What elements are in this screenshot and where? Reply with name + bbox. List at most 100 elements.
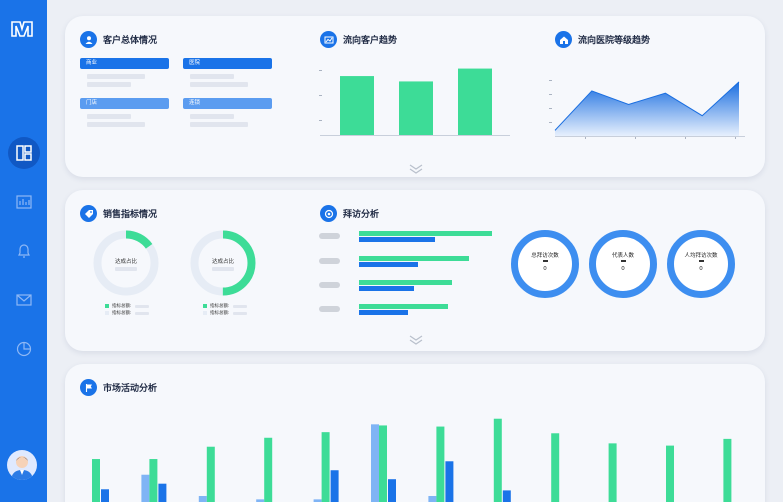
x-tick	[635, 137, 636, 139]
user-avatar-icon	[11, 456, 33, 480]
bar	[666, 445, 674, 502]
bar	[321, 432, 330, 502]
stat-label: 代表人数	[611, 253, 634, 259]
x-tick	[585, 137, 586, 139]
bar	[371, 424, 379, 502]
section-title-text: 流向医院等级趋势	[578, 36, 651, 46]
target-icon	[320, 205, 337, 222]
section-title-text: 市场活动分析	[103, 384, 158, 394]
placeholder-line	[87, 82, 131, 87]
bar	[359, 310, 409, 315]
y-tick	[549, 122, 552, 123]
bar	[359, 286, 414, 291]
placeholder-line	[87, 114, 131, 119]
bar	[551, 433, 560, 502]
placeholder-line	[190, 82, 248, 87]
visits-title: 拜访分析	[320, 205, 379, 222]
section-title-text: 拜访分析	[343, 210, 380, 220]
legend-swatch	[203, 311, 207, 315]
bar	[428, 496, 437, 502]
row-label-placeholder	[319, 306, 340, 312]
row-label-placeholder	[319, 282, 340, 288]
trend-icon	[320, 31, 337, 48]
area-line	[554, 81, 740, 131]
tag-icon	[80, 205, 97, 222]
bar	[340, 76, 374, 135]
legend-item: 指标总额:	[203, 303, 247, 309]
bar	[502, 490, 511, 502]
stat-value: 0	[621, 266, 625, 272]
sidebar-item-notifications[interactable]	[0, 231, 47, 271]
y-tick	[549, 108, 552, 109]
legend-item: 指标总额:	[105, 303, 149, 309]
bar	[458, 68, 492, 135]
avatar[interactable]	[7, 450, 37, 480]
stat-dash	[621, 260, 626, 262]
donut-label: 达成占比	[211, 259, 234, 265]
legend-item: 指标总额:	[105, 310, 149, 316]
stat-ring-total-visits	[511, 230, 579, 298]
bar	[141, 474, 150, 502]
bar	[436, 426, 445, 502]
legend-swatch	[203, 304, 207, 308]
tag-store[interactable]: 门店	[80, 98, 169, 109]
placeholder-line	[87, 122, 145, 127]
x-axis	[320, 135, 510, 136]
bar	[198, 496, 207, 502]
tag-commercial[interactable]: 商业	[80, 58, 169, 69]
y-tick	[319, 120, 322, 121]
market-card: 市场活动分析	[65, 364, 765, 502]
donut-fill	[190, 230, 256, 296]
sidebar-item-messages[interactable]	[0, 280, 47, 320]
brand-logo-icon[interactable]	[10, 20, 34, 38]
mail-icon	[15, 294, 32, 306]
tag-hospital[interactable]: 医院	[183, 58, 272, 69]
sidebar-item-analytics[interactable]	[0, 329, 47, 369]
legend-item: 指标总额:	[203, 310, 247, 316]
placeholder-line	[115, 267, 137, 271]
placeholder-line	[134, 304, 149, 308]
bar	[379, 425, 387, 502]
stat-dash	[699, 260, 704, 262]
bar	[264, 437, 273, 502]
chart-icon	[15, 195, 32, 209]
sales-donut-2	[190, 230, 256, 296]
legend-swatch	[105, 311, 109, 315]
sidebar	[0, 0, 47, 502]
flow-customer-chart	[319, 68, 510, 136]
x-tick	[735, 137, 736, 139]
sales-title: 销售指标情况	[80, 205, 157, 222]
sales-visits-card: 销售指标情况 达成占比 指标总额: 指标总额: 达成占比 指标总额: 指标总额:…	[65, 190, 765, 351]
x-axis	[555, 136, 745, 137]
tag-chain[interactable]: 连锁	[183, 98, 272, 109]
stat-label: 总拜访次数	[531, 253, 559, 259]
y-tick	[319, 70, 322, 71]
y-tick	[319, 95, 322, 96]
placeholder-line	[212, 267, 234, 271]
bar	[723, 438, 732, 502]
placeholder-line	[232, 311, 247, 315]
bar	[445, 461, 454, 502]
expand-chevron-icon[interactable]	[408, 164, 424, 174]
dashboard-icon	[15, 145, 32, 161]
row-label-placeholder	[319, 233, 340, 239]
flag-icon	[80, 379, 97, 396]
sidebar-item-dashboard[interactable]	[0, 133, 47, 173]
bar	[359, 237, 435, 242]
area-fill	[555, 81, 739, 136]
placeholder-line	[134, 311, 149, 315]
section-title-text: 销售指标情况	[103, 210, 158, 220]
x-tick	[685, 137, 686, 139]
legend-text: 指标总额:	[210, 311, 230, 316]
user-icon	[80, 31, 97, 48]
placeholder-line	[190, 74, 234, 79]
customer-overview-title: 客户总体情况	[80, 31, 157, 48]
bar	[330, 470, 339, 502]
expand-chevron-icon[interactable]	[408, 335, 424, 345]
sidebar-item-report[interactable]	[0, 182, 47, 222]
bar	[158, 483, 167, 502]
bar	[608, 443, 617, 502]
bar	[399, 81, 433, 135]
bar	[359, 231, 492, 236]
bar	[493, 418, 502, 502]
